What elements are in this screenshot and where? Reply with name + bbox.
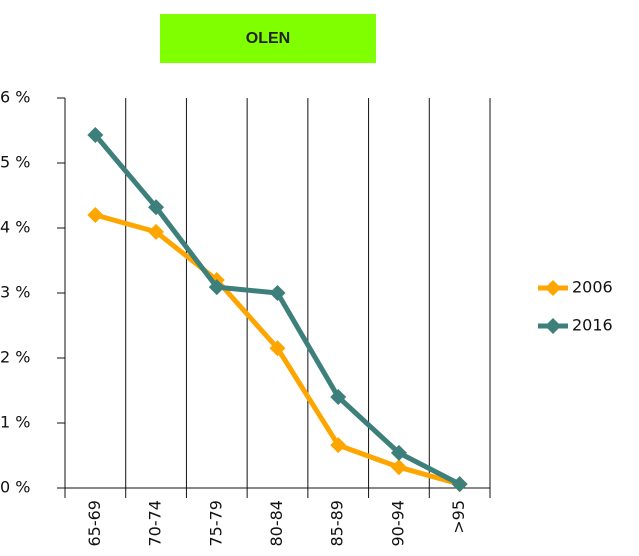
legend-marker <box>545 318 561 334</box>
x-tick-label: 65-69 <box>85 500 104 547</box>
x-tick-label: 75-79 <box>206 500 225 547</box>
series-line <box>93 133 461 487</box>
x-tick-label: 80-84 <box>267 500 286 547</box>
data-point <box>148 223 165 240</box>
legend-marker <box>545 280 561 296</box>
data-point <box>390 444 407 461</box>
y-tick-label: 3 % <box>0 283 30 302</box>
data-point <box>451 476 468 493</box>
data-point <box>330 437 347 454</box>
y-tick-label: 0 % <box>0 478 30 497</box>
legend-label: 2006 <box>572 278 613 297</box>
data-point <box>269 285 286 301</box>
data-point <box>208 279 225 296</box>
data-point <box>148 199 165 216</box>
x-tick-label: 70-74 <box>146 500 165 547</box>
data-point <box>87 207 104 223</box>
legend-label: 2016 <box>572 316 613 335</box>
chart-title: OLEN <box>160 14 376 63</box>
y-tick-label: 5 % <box>0 153 30 172</box>
y-tick-label: 6 % <box>0 88 30 107</box>
y-tick-label: 1 % <box>0 413 30 432</box>
data-point <box>269 340 286 357</box>
data-point <box>330 389 347 405</box>
x-tick-label: 85-89 <box>328 500 347 547</box>
data-point <box>87 127 104 144</box>
x-tick-label: 90-94 <box>388 500 407 547</box>
y-tick-label: 4 % <box>0 218 30 237</box>
x-tick-label: >95 <box>449 500 468 534</box>
y-tick-label: 2 % <box>0 348 30 367</box>
data-point <box>390 459 407 476</box>
